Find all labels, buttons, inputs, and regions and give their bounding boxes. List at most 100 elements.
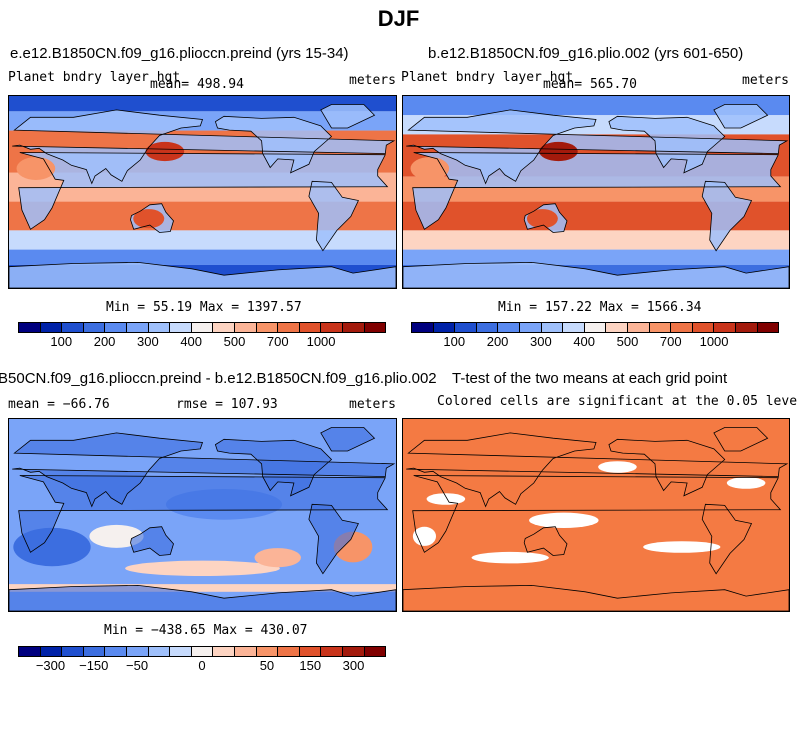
land-fill [12, 432, 394, 507]
field-blob [125, 560, 280, 577]
panel3-units-label: meters [349, 397, 396, 412]
panel2-colorbar-swatch [692, 323, 715, 332]
panel2-colorbar-tick-label: 1000 [699, 334, 729, 349]
nonsignificant-area [471, 551, 549, 564]
coastline [18, 152, 389, 230]
map-band [9, 584, 396, 592]
panel3-colorbar-swatch [256, 647, 279, 656]
panel2-colorbar-swatch [735, 323, 758, 332]
panel3-colorbar [18, 646, 386, 657]
field-blob [539, 141, 578, 162]
panel1-map [8, 95, 397, 289]
panel3-colorbar-swatch [105, 647, 127, 656]
panel3-colorbar-swatch [83, 647, 106, 656]
panel2-colorbar-tick-label: 500 [616, 334, 639, 349]
panel2-mean-label: mean= 565.70 [543, 77, 637, 92]
field-blob [254, 548, 301, 568]
coastline [130, 526, 174, 556]
coastline [406, 432, 789, 508]
panel2-colorbar-swatch [498, 323, 520, 332]
panel2-colorbar-swatch [476, 323, 499, 332]
coastline [403, 261, 789, 288]
panel3-colorbar-swatch [19, 647, 41, 656]
panel1-variable-label: Planet bndry layer hgt [8, 70, 181, 85]
panel2-colorbar-swatch [671, 323, 693, 332]
field-blob [526, 209, 558, 229]
land-fill [713, 104, 768, 128]
panel3-colorbar-swatch [62, 647, 84, 656]
panel2-colorbar-swatch [649, 323, 672, 332]
panel2-colorbar-swatch [714, 323, 736, 332]
panel3-map [8, 418, 397, 612]
map-band [403, 249, 789, 265]
panel1-colorbar-tick-label: 500 [223, 334, 246, 349]
coastline [523, 203, 568, 233]
nonsignificant-area [529, 512, 599, 529]
panel3-colorbar-tick-label: 50 [259, 658, 275, 673]
field-blob [89, 524, 144, 548]
coastline [18, 475, 389, 553]
panel1-colorbar-swatch [19, 323, 41, 332]
panel1-colorbar-swatch [342, 323, 365, 332]
panel3-colorbar-swatch [148, 647, 171, 656]
coastline [608, 438, 726, 497]
panel1-colorbar-tick-label: 100 [50, 334, 73, 349]
panel1-colorbar-swatch [321, 323, 343, 332]
panel1-mean-label: mean= 498.94 [150, 77, 244, 92]
panel3-colorbar-swatch [126, 647, 149, 656]
map-canvas [403, 419, 789, 611]
nonsignificant-area [598, 461, 637, 473]
panel1-units-label: meters [349, 73, 396, 88]
map-background [403, 419, 789, 611]
panel2-colorbar-swatch [606, 323, 628, 332]
panel3-colorbar-tick-label: 0 [198, 658, 206, 673]
nonsignificant-area [726, 477, 766, 489]
panel3-colorbar-swatch [342, 647, 365, 656]
land-fill [215, 439, 332, 496]
land-fill [308, 181, 359, 251]
panel3-rmse-label: rmse = 107.93 [176, 397, 278, 412]
coastline [214, 438, 333, 497]
panel1-colorbar-swatch [148, 323, 171, 332]
panel1-colorbar-swatch [105, 323, 127, 332]
panel2-colorbar-swatch [519, 323, 542, 332]
panel1-colorbar-tick-label: 1000 [306, 334, 336, 349]
panel3-stats: Min = −438.65 Max = 430.07 [104, 623, 308, 638]
panel2-colorbar-tick-label: 300 [530, 334, 552, 349]
coastline [12, 109, 396, 185]
map-band [9, 96, 396, 112]
land-fill [702, 181, 752, 251]
coastline [701, 503, 753, 575]
panel2-colorbar-swatch [584, 323, 607, 332]
panel2-colorbar-tick-label: 200 [486, 334, 509, 349]
panel2-colorbar-tick-label: 400 [573, 334, 596, 349]
coastline [308, 503, 359, 575]
panel4-map [402, 418, 790, 612]
panel1-colorbar-tick-label: 700 [266, 334, 289, 349]
panel1-colorbar-tick-label: 400 [180, 334, 203, 349]
land-fill [320, 427, 375, 451]
panel1-colorbar-swatch [278, 323, 300, 332]
panel1-title: e.e12.B1850CN.f09_g16.plioccn.preind (yr… [10, 45, 349, 62]
coastline [713, 427, 769, 452]
nonsignificant-area [643, 541, 721, 553]
panel3-colorbar-swatch [321, 647, 343, 656]
panel2-title: b.e12.B1850CN.f09_g16.plio.002 (yrs 601-… [428, 45, 744, 62]
panel2-map [402, 95, 790, 289]
panel3-colorbar-swatch [364, 647, 386, 656]
panel2-colorbar-swatch [433, 323, 456, 332]
panel2-units-label: meters [742, 73, 789, 88]
panel1-colorbar-swatch [83, 323, 106, 332]
land-fill [608, 116, 725, 173]
coastline [308, 180, 359, 252]
coastline [608, 115, 726, 174]
land-fill [308, 504, 359, 574]
panel1-colorbar-swatch [299, 323, 322, 332]
coastline [320, 427, 376, 452]
coastline [9, 584, 396, 611]
panel1-colorbar [18, 322, 386, 333]
coastline [403, 584, 789, 611]
map-canvas [9, 419, 396, 611]
coastline [214, 115, 333, 174]
panel4-title: T-test of the two means at each grid poi… [452, 370, 728, 387]
